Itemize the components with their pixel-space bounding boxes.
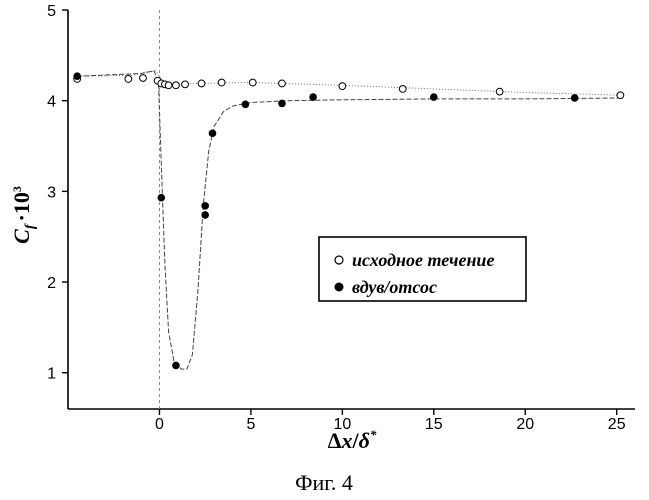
ylabel-sub: f	[23, 223, 38, 229]
data-point-original-flow	[218, 79, 225, 86]
data-point-original-flow	[279, 80, 286, 87]
data-point-blowing-suction	[242, 101, 250, 109]
x-tick-label: 25	[608, 416, 626, 433]
data-point-original-flow	[198, 80, 205, 87]
data-point-blowing-suction	[309, 93, 317, 101]
data-point-original-flow	[140, 75, 147, 82]
y-tick-label: 5	[47, 3, 56, 20]
x-tick-label: 5	[246, 416, 255, 433]
x-tick-label: 0	[155, 416, 164, 433]
y-tick-label: 1	[47, 366, 56, 383]
controlled-flow-line	[77, 71, 620, 369]
data-point-blowing-suction	[571, 94, 579, 102]
data-point-blowing-suction	[201, 202, 209, 210]
y-axis-title: Cf ·103	[9, 186, 38, 244]
x-axis-title: Δx/δ*	[328, 427, 377, 453]
ylabel-dot: ·10	[9, 192, 34, 221]
legend-open-marker	[335, 256, 343, 264]
legend-label-original-flow: исходное течение	[352, 250, 494, 270]
legend-label-blowing-suction: вдув/отсос	[352, 277, 437, 297]
xlabel-x: x	[340, 428, 352, 453]
xlabel-delta-lower: δ	[359, 428, 370, 453]
data-point-original-flow	[249, 79, 256, 86]
figure-caption: Фиг. 4	[295, 470, 353, 495]
data-point-original-flow	[165, 82, 172, 89]
svg-text:Cf·103: Cf ·103	[9, 186, 38, 244]
data-point-blowing-suction	[73, 72, 81, 80]
data-point-blowing-suction	[209, 130, 217, 138]
series-original-flow	[74, 75, 624, 99]
legend-filled-marker	[335, 283, 344, 292]
y-tick-label: 2	[47, 275, 56, 292]
data-point-blowing-suction	[430, 93, 438, 101]
ylabel-base: C	[9, 229, 34, 244]
data-point-original-flow	[399, 85, 406, 92]
xlabel-star: *	[370, 427, 377, 442]
data-point-original-flow	[125, 76, 132, 83]
data-point-blowing-suction	[278, 100, 286, 108]
y-tick-label: 3	[47, 184, 56, 201]
data-point-original-flow	[496, 88, 503, 95]
data-point-blowing-suction	[201, 211, 209, 219]
data-point-original-flow	[617, 92, 624, 99]
y-tick-label: 4	[47, 94, 56, 111]
legend: исходное течение вдув/отсос	[319, 237, 526, 301]
ylabel-sup: 3	[10, 186, 24, 192]
data-point-blowing-suction	[172, 362, 180, 370]
x-tick-label: 15	[425, 416, 443, 433]
xlabel-delta: Δ	[328, 428, 342, 453]
data-point-original-flow	[173, 82, 180, 89]
y-ticks: 1 2 3 4 5	[47, 3, 68, 383]
data-point-blowing-suction	[157, 194, 165, 202]
series-blowing-suction	[73, 72, 578, 369]
x-tick-label: 20	[516, 416, 534, 433]
data-point-original-flow	[339, 83, 346, 90]
data-point-original-flow	[182, 81, 189, 88]
x-ticks: 0510152025	[155, 409, 626, 433]
